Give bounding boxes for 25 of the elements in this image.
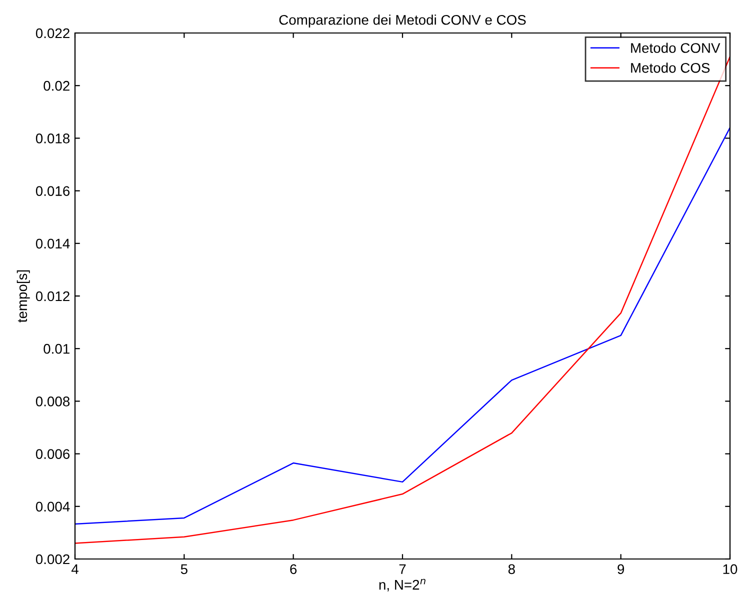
- legend-label: Metodo CONV: [631, 42, 720, 53]
- y-tick-label: 0.016: [36, 186, 70, 196]
- x-tick-label: 9: [618, 564, 624, 574]
- y-tick-label: 0.014: [36, 238, 70, 249]
- y-tick-label: 0.022: [36, 28, 70, 38]
- line-series: [75, 56, 730, 544]
- x-tick-label: 10: [723, 564, 738, 574]
- line-series: [75, 127, 730, 525]
- chart-title: Comparazione dei Metodi CONV e COS: [279, 14, 526, 28]
- y-axis-title: tempo[s]: [16, 270, 30, 322]
- y-tick-label: 0.006: [36, 449, 70, 459]
- y-tick-label: 0.012: [36, 291, 70, 302]
- x-axis-title: n, N=2$^{n}$: [379, 578, 426, 592]
- y-tick-label: 0.018: [36, 134, 70, 144]
- y-tick-label: 0.002: [36, 554, 70, 564]
- x-tick-label: 4: [71, 564, 78, 574]
- x-tick-label: 6: [290, 564, 297, 574]
- legend-label: Metodo COS: [631, 62, 710, 73]
- x-tick-label: 5: [180, 564, 188, 574]
- y-tick-label: 0.01: [44, 344, 70, 354]
- y-tick-label: 0.008: [36, 396, 70, 406]
- y-tick-label: 0.004: [36, 502, 70, 512]
- x-tick-label: 8: [508, 564, 515, 574]
- y-tick-label: 0.02: [44, 80, 70, 91]
- x-tick-label: 7: [399, 564, 406, 574]
